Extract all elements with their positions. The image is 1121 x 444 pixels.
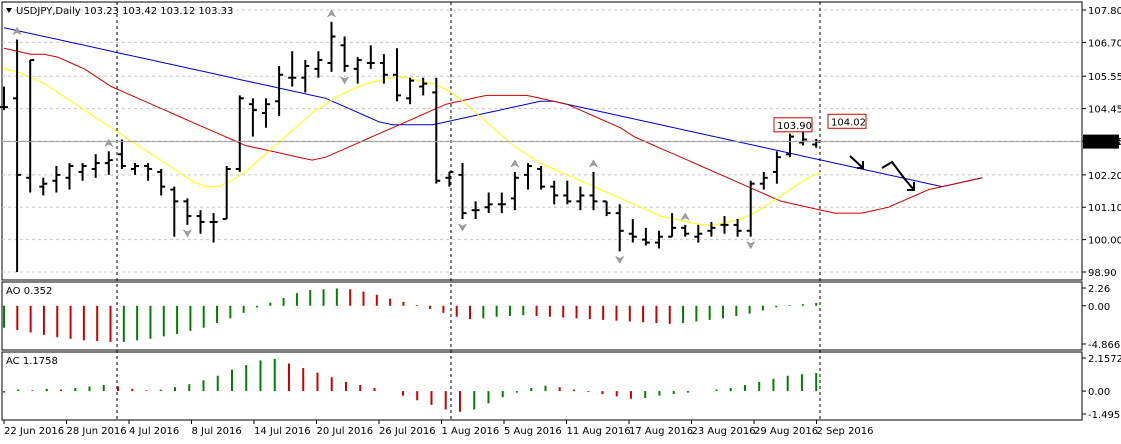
fractal-up-icon <box>680 212 690 221</box>
projection-arrow-icon <box>881 160 915 191</box>
fractal-down-icon <box>615 255 625 264</box>
ao-panel-frame <box>1 281 1083 351</box>
price-annotation-box <box>827 113 867 129</box>
ac-label: AC 1.1758 <box>6 356 58 367</box>
date-label: 23 Aug 2016 <box>692 426 756 437</box>
fractal-down-icon <box>457 223 468 232</box>
ac-panel-frame <box>1 351 1083 421</box>
ac-tick-label: -1.4952 <box>1088 410 1121 421</box>
ao-tick-label: 0.00 <box>1088 302 1110 313</box>
fractal-up-icon <box>510 159 520 168</box>
date-label: 22 Jun 2016 <box>4 426 64 437</box>
date-label: 11 Aug 2016 <box>567 426 631 437</box>
price-annotation-box <box>773 117 813 133</box>
date-label: 1 Aug 2016 <box>442 426 500 437</box>
fractal-up-icon <box>104 138 114 147</box>
price-tick-label: 101.10 <box>1088 203 1121 214</box>
price-tick-label: 100.00 <box>1088 236 1121 247</box>
price-tick-label: 107.80 <box>1088 6 1121 17</box>
date-label: 8 Jul 2016 <box>192 426 242 437</box>
date-label: 26 Jul 2016 <box>379 426 436 437</box>
date-label: 29 Aug 2016 <box>754 426 818 437</box>
projection-arrow-icon <box>849 155 864 169</box>
ao-tick-label: -4.866 <box>1088 340 1120 351</box>
fractal-down-icon <box>339 76 350 85</box>
price-annotation-label: 103.90 <box>777 121 812 132</box>
current-price-badge <box>1083 134 1119 149</box>
ma-blue-line <box>3 27 983 188</box>
fractal-up-icon <box>326 9 337 18</box>
chart-header: USDJPY,Daily 103.23 103.42 103.12 103.33 <box>16 6 233 17</box>
current-price-label: 103.33 <box>1086 138 1121 149</box>
price-tick-label: 102.20 <box>1088 171 1121 182</box>
price-tick-label: 98.90 <box>1088 268 1117 279</box>
fractal-down-icon <box>746 241 756 250</box>
ao-tick-label: 2.26 <box>1088 284 1110 295</box>
ac-tick-label: 0.00 <box>1088 387 1110 398</box>
price-tick-label: 104.45 <box>1088 105 1121 116</box>
date-label: 4 Jul 2016 <box>129 426 179 437</box>
date-label: 17 Aug 2016 <box>629 426 693 437</box>
price-tick-label: 105.55 <box>1088 72 1121 83</box>
price-annotation-label: 104.02 <box>831 117 866 128</box>
ao-label: AO 0.352 <box>6 286 52 297</box>
price-tick-label: 106.70 <box>1088 38 1121 49</box>
date-label: 2 Sep 2016 <box>817 426 874 437</box>
date-label: 5 Aug 2016 <box>504 426 562 437</box>
ma-red-line <box>3 47 983 214</box>
fractal-up-icon <box>588 159 599 168</box>
date-label: 14 Jul 2016 <box>254 426 311 437</box>
date-label: 20 Jul 2016 <box>317 426 374 437</box>
fractal-down-icon <box>182 229 193 238</box>
fractal-up-icon <box>12 26 22 36</box>
ma-yellow-line <box>3 68 822 226</box>
date-label: 28 Jun 2016 <box>67 426 127 437</box>
collapse-arrow-icon[interactable] <box>6 8 12 13</box>
ac-tick-label: 2.1572 <box>1088 354 1121 365</box>
